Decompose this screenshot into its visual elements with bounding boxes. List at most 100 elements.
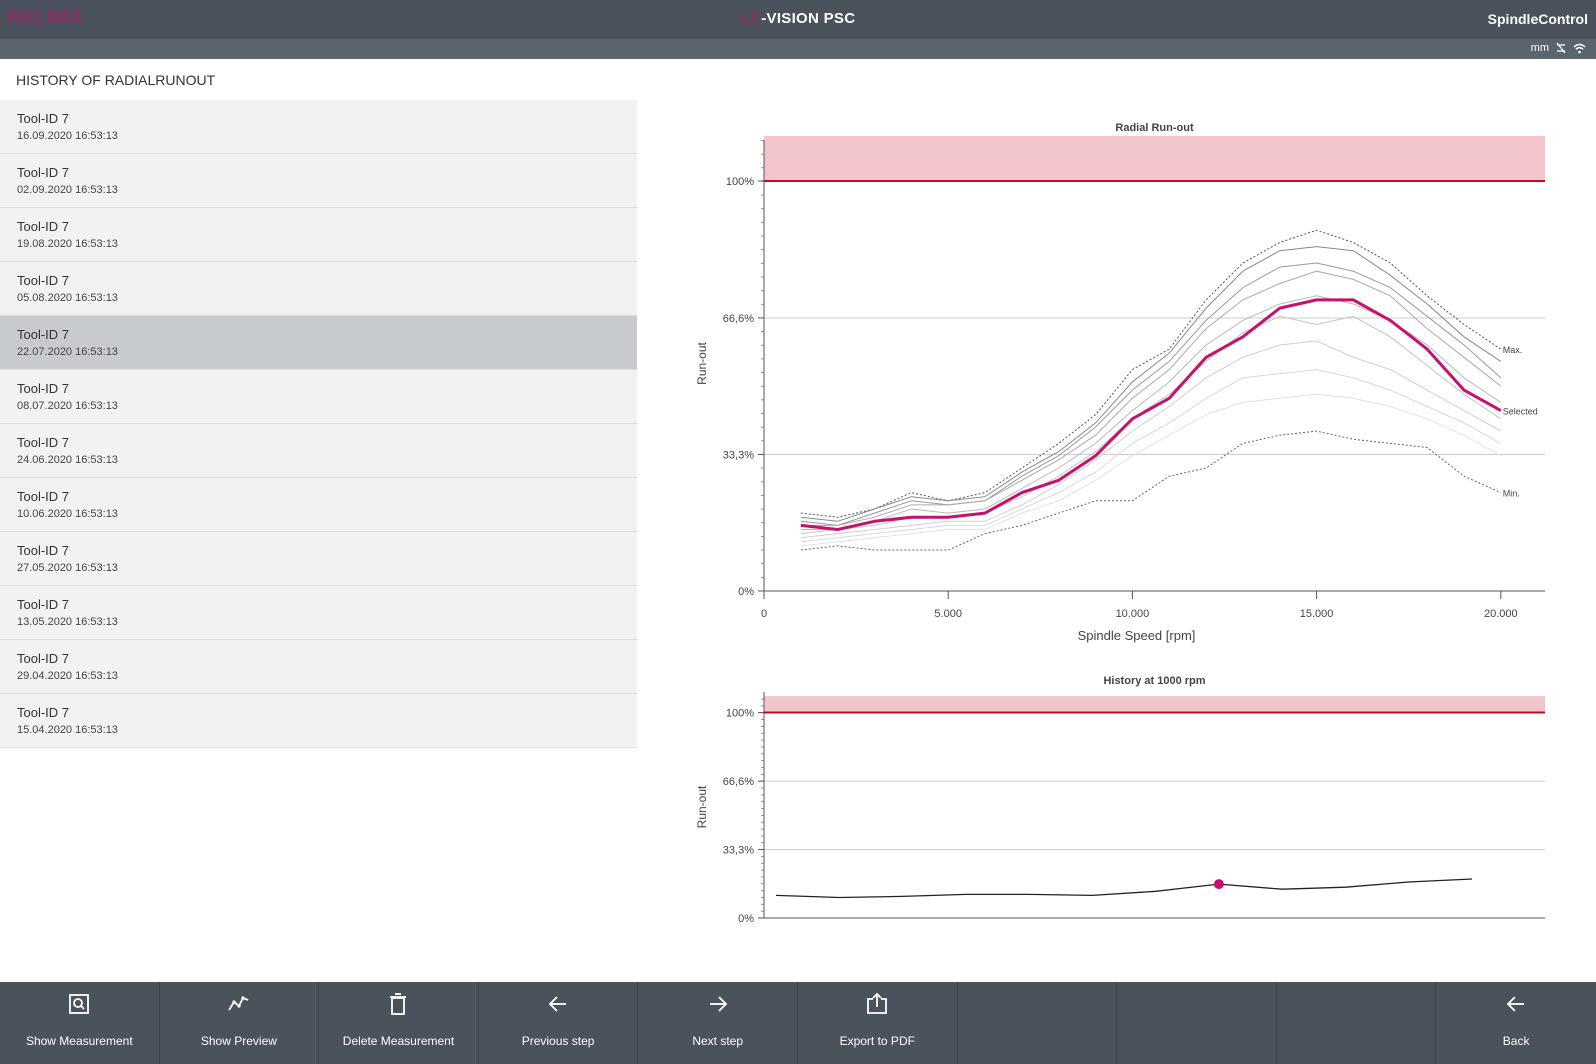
toolbar-button-label: Export to PDF — [839, 1034, 915, 1048]
toolbar-button-label: Back — [1502, 1034, 1530, 1048]
empty-toolbar-slot — [1117, 982, 1277, 1064]
x-tick-label: 10.000 — [1116, 608, 1150, 620]
export-icon — [867, 992, 888, 1014]
empty-toolbar-slot — [1277, 982, 1437, 1064]
history-list-item[interactable]: Tool-ID 7 16.09.2020 16:53:13 — [0, 100, 637, 154]
history-chart: 0% 33,3% 66,6% 100% History at 1000 rpm Run-o… — [695, 675, 1545, 925]
history-list-item[interactable]: Tool-ID 7 08.07.2020 16:53:13 — [0, 370, 637, 424]
y-tick-label: 100% — [726, 176, 754, 188]
series-line — [800, 270, 1502, 526]
x-axis-label: Spindle Speed [rpm] — [1078, 628, 1196, 643]
measurement-date: 16.09.2020 16:53:13 — [17, 130, 118, 142]
history-list-item[interactable]: Tool-ID 7 13.05.2020 16:53:13 — [0, 586, 637, 640]
status-bar: mm — [0, 39, 1596, 59]
tool-id-label: Tool-ID 7 — [17, 381, 70, 396]
previous-step-button[interactable]: Previous step — [479, 982, 639, 1064]
export-to-pdf-button[interactable]: Export to PDF — [798, 982, 958, 1064]
tool-id-label: Tool-ID 7 — [17, 435, 70, 450]
history-list-item[interactable]: Tool-ID 7 10.06.2020 16:53:13 — [0, 478, 637, 532]
limit-band — [764, 696, 1545, 713]
show-measurement-button[interactable]: Show Measurement — [0, 982, 160, 1064]
history-title: HISTORY OF RADIALRUNOUT — [16, 72, 216, 88]
x-tick-label: 0 — [761, 608, 767, 620]
measurement-date: 02.09.2020 16:53:13 — [17, 184, 118, 196]
toolbar-button-label: Show Measurement — [25, 1034, 133, 1048]
y-tick-label: 0% — [738, 586, 754, 598]
history-list-item[interactable]: Tool-ID 7 29.04.2020 16:53:13 — [0, 640, 637, 694]
series-line — [800, 393, 1502, 547]
measurement-date: 24.06.2020 16:53:13 — [17, 454, 118, 466]
radial-runout-chart: 0% 33,3% 66,6% 100% 0 5.000 10.000 15.000 20.000… — [695, 122, 1545, 643]
history-list-item[interactable]: Tool-ID 7 19.08.2020 16:53:13 — [0, 208, 637, 262]
min-series-line — [800, 430, 1502, 551]
series-line — [800, 262, 1502, 526]
unit-indicator: mm — [1530, 42, 1549, 54]
tool-id-label: Tool-ID 7 — [17, 219, 70, 234]
trash-icon — [390, 993, 407, 1015]
app-title: LC-VISION PSC — [0, 10, 1596, 27]
y-tick-label: 33,3% — [723, 845, 754, 857]
tool-id-label: Tool-ID 7 — [17, 165, 70, 180]
measurement-date: 27.05.2020 16:53:13 — [17, 562, 118, 574]
history-list-item[interactable]: Tool-ID 7 15.04.2020 16:53:13 — [0, 694, 637, 748]
product-name: SpindleControl — [1487, 11, 1588, 27]
y-tick-label: 100% — [726, 708, 754, 720]
y-axis-label: Run-out — [695, 341, 709, 384]
series-line — [800, 246, 1502, 522]
x-tick-label: 15.000 — [1300, 608, 1334, 620]
measurement-history-list: Tool-ID 7 16.09.2020 16:53:13 Tool-ID 7 02.… — [0, 100, 637, 748]
tool-id-label: Tool-ID 7 — [17, 705, 70, 720]
next-step-button[interactable]: Next step — [638, 982, 798, 1064]
app-title-main: -VISION PSC — [761, 10, 856, 27]
toolbar-button-label: Next step — [692, 1034, 744, 1048]
tool-id-label: Tool-ID 7 — [17, 327, 70, 342]
tool-id-label: Tool-ID 7 — [17, 597, 70, 612]
measurement-date: 19.08.2020 16:53:13 — [17, 238, 118, 250]
measurement-date: 22.07.2020 16:53:13 — [17, 346, 118, 358]
tool-id-label: Tool-ID 7 — [17, 651, 70, 666]
brand-logo: RELIMA — [6, 6, 83, 28]
empty-toolbar-slot — [958, 982, 1118, 1064]
tool-id-label: Tool-ID 7 — [17, 543, 70, 558]
no-connection-icon — [1556, 42, 1566, 54]
top-bar: RELIMA LC-VISION PSC SpindleControl — [0, 0, 1596, 39]
history-list-item[interactable]: Tool-ID 7 22.07.2020 16:53:13 — [0, 316, 637, 370]
series-line — [800, 340, 1502, 539]
toolbar-button-label: Delete Measurement — [342, 1034, 455, 1048]
toolbar-button-label: Show Preview — [200, 1034, 277, 1048]
chart-title: History at 1000 rpm — [1103, 675, 1205, 687]
history-line — [775, 878, 1473, 899]
show-preview-button[interactable]: Show Preview — [160, 982, 320, 1064]
history-list-item[interactable]: Tool-ID 7 27.05.2020 16:53:13 — [0, 532, 637, 586]
y-tick-label: 66,6% — [723, 776, 754, 788]
history-list-item[interactable]: Tool-ID 7 05.08.2020 16:53:13 — [0, 262, 637, 316]
selected-point-marker — [1213, 879, 1224, 890]
chart-title: Radial Run-out — [1115, 122, 1194, 134]
measurement-date: 08.07.2020 16:53:13 — [17, 400, 118, 412]
arrow-left-icon — [548, 996, 567, 1012]
x-tick-label: 20.000 — [1484, 608, 1518, 620]
tool-id-label: Tool-ID 7 — [17, 273, 70, 288]
x-tick-label: 5.000 — [934, 608, 962, 620]
history-list-item[interactable]: Tool-ID 7 24.06.2020 16:53:13 — [0, 424, 637, 478]
wifi-icon — [1573, 43, 1586, 53]
measurement-date: 05.08.2020 16:53:13 — [17, 292, 118, 304]
back-arrow-icon — [1506, 996, 1525, 1012]
measurement-date: 13.05.2020 16:53:13 — [17, 616, 118, 628]
delete-measurement-button[interactable]: Delete Measurement — [319, 982, 479, 1064]
series-label: Max. — [1503, 345, 1523, 355]
series-label: Min. — [1503, 489, 1520, 499]
history-list-item[interactable]: Tool-ID 7 02.09.2020 16:53:13 — [0, 154, 637, 208]
y-axis-label: Run-out — [695, 785, 709, 828]
tool-id-label: Tool-ID 7 — [17, 489, 70, 504]
selected-series-line — [800, 298, 1502, 531]
toolbar-button-label: Previous step — [521, 1034, 595, 1048]
bottom-toolbar: Show Measurement Show Preview Delete Measu… — [0, 982, 1596, 1064]
arrow-right-icon — [709, 996, 727, 1012]
back-button[interactable]: Back — [1436, 982, 1596, 1064]
app-title-accent: LC — [740, 10, 762, 27]
measurement-date: 15.04.2020 16:53:13 — [17, 724, 118, 736]
series-line — [800, 369, 1502, 543]
tool-id-label: Tool-ID 7 — [17, 111, 70, 126]
